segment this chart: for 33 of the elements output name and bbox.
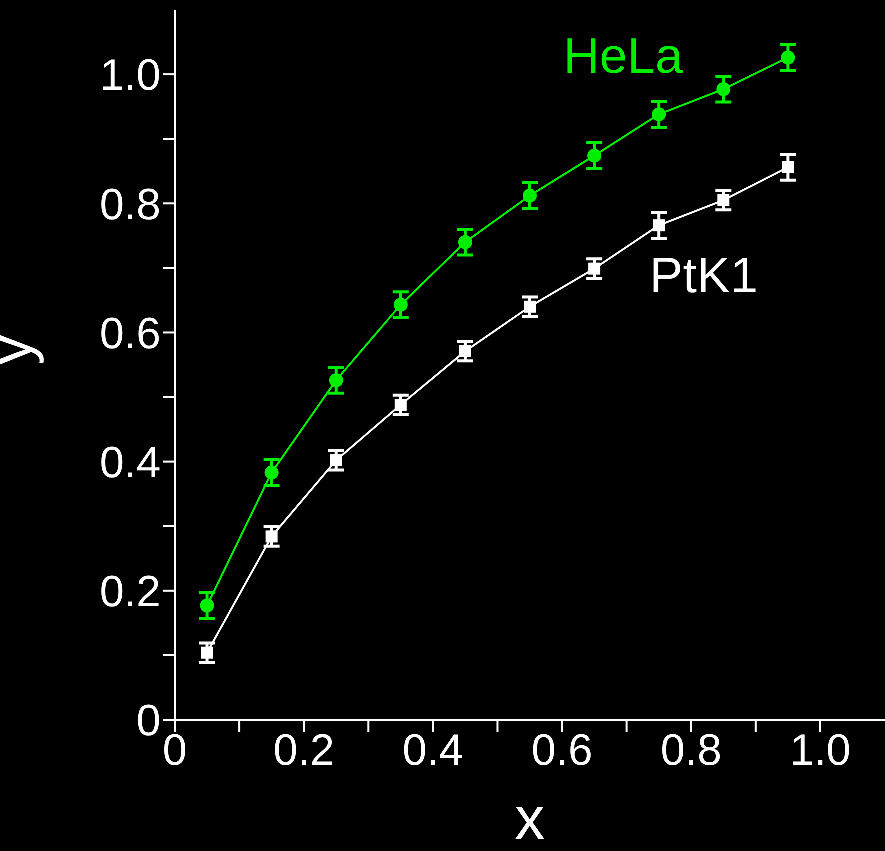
point xyxy=(653,220,666,232)
series-label: PtK1 xyxy=(650,247,758,304)
point xyxy=(264,466,279,480)
point xyxy=(523,188,537,203)
point xyxy=(201,646,214,659)
point xyxy=(330,454,342,467)
point xyxy=(394,399,407,412)
y-tick-label: 0.8 xyxy=(100,180,161,230)
y-tick-label: 0.4 xyxy=(100,438,161,488)
y-tick-label: 0.6 xyxy=(100,309,161,358)
y-tick-label: 1.0 xyxy=(100,51,161,100)
x-tick-label: 0.8 xyxy=(660,726,722,776)
point xyxy=(459,345,472,358)
series-label: HeLa xyxy=(564,28,684,84)
x-tick-label: 1.0 xyxy=(790,726,852,776)
point xyxy=(782,161,794,174)
point xyxy=(394,298,408,312)
point xyxy=(781,50,796,65)
point xyxy=(200,598,214,613)
point xyxy=(458,235,472,250)
x-axis-title: x xyxy=(515,785,545,851)
y-tick-label: 0.2 xyxy=(100,568,161,617)
x-tick-label: 0.6 xyxy=(532,726,593,776)
x-tick-label: 0.2 xyxy=(274,726,335,776)
point xyxy=(588,262,601,275)
point xyxy=(718,194,730,206)
point xyxy=(652,108,666,122)
point xyxy=(716,82,731,96)
point xyxy=(588,148,602,163)
point xyxy=(524,300,536,313)
point xyxy=(266,530,278,543)
point xyxy=(329,373,344,388)
x-tick-label: 0.4 xyxy=(402,726,464,776)
